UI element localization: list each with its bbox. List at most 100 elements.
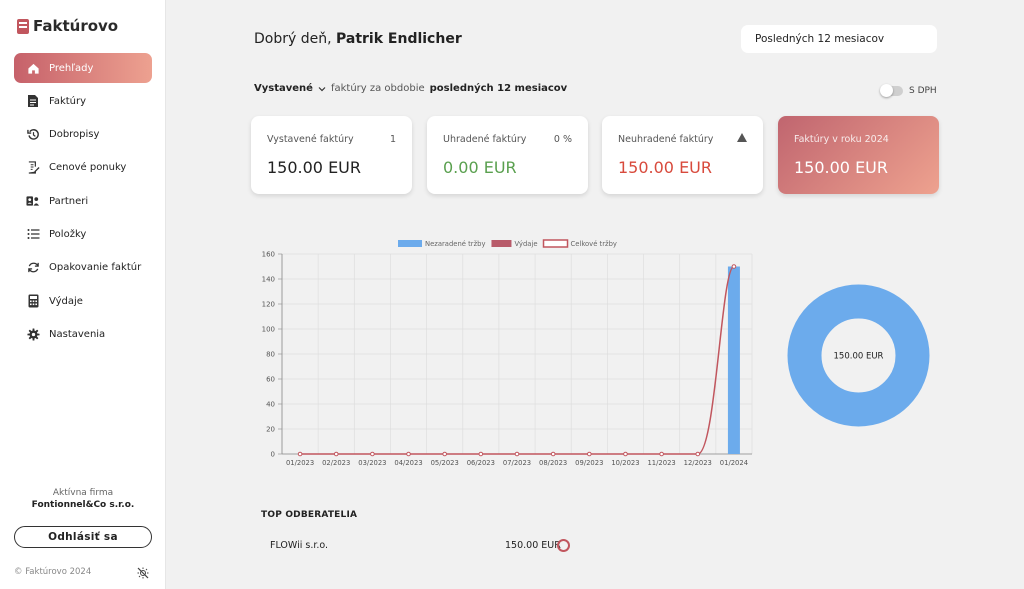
- line-point: [514, 451, 520, 457]
- donut-slice: [787, 284, 930, 427]
- line-point: [478, 451, 484, 457]
- line-point: [695, 451, 701, 457]
- card-issued-invoices[interactable]: Vystavené faktúry 1 150.00 EUR: [251, 116, 412, 194]
- x-tick-label: 10/2023: [611, 459, 639, 467]
- x-tick-label: 05/2023: [431, 459, 459, 467]
- customer-amount: 150.00 EUR: [505, 540, 561, 551]
- card-count: 1: [389, 134, 396, 145]
- sidebar: Faktúrovo Prehľady Faktúry Dobropisy Cen…: [0, 0, 166, 589]
- vat-toggle: S DPH: [880, 84, 937, 97]
- card-value: 150.00 EUR: [267, 158, 362, 177]
- greeting-prefix: Dobrý deň,: [254, 31, 332, 47]
- y-tick-label: 60: [266, 376, 275, 384]
- card-invoices-year[interactable]: Faktúry v roku 2024 150.00 EUR: [778, 116, 939, 194]
- logo-icon: [17, 18, 29, 34]
- card-paid-invoices[interactable]: Uhradené faktúry 0 % 0.00 EUR: [427, 116, 588, 194]
- line-point: [731, 264, 737, 269]
- y-tick-label: 0: [271, 451, 275, 459]
- sidebar-item-vydaje[interactable]: Výdaje: [14, 286, 152, 316]
- legend-label: Nezaradené tržby: [425, 240, 485, 248]
- card-value: 0.00 EUR: [443, 158, 517, 177]
- logout-button[interactable]: Odhlásiť sa: [14, 526, 152, 548]
- legend-swatch: [398, 240, 422, 247]
- y-tick-label: 80: [266, 351, 275, 359]
- y-tick-label: 20: [266, 426, 275, 434]
- invoice-type-value: Vystavené: [254, 83, 313, 94]
- customer-name: FLOWii s.r.o.: [270, 540, 329, 551]
- sidebar-item-label: Partneri: [49, 195, 89, 207]
- sidebar-item-partneri[interactable]: Partneri: [14, 186, 152, 216]
- sidebar-item-nastavenia[interactable]: Nastavenia: [14, 319, 152, 349]
- filter-period: posledných 12 mesiacov: [429, 83, 568, 94]
- sidebar-item-dobropisy[interactable]: Dobropisy: [14, 120, 152, 150]
- sidebar-item-cenove-ponuky[interactable]: Cenové ponuky: [14, 153, 152, 183]
- x-tick-label: 12/2023: [684, 459, 712, 467]
- y-tick-label: 40: [266, 401, 275, 409]
- card-label: Faktúry v roku 2024: [794, 134, 889, 145]
- list-icon: [26, 227, 40, 241]
- x-tick-label: 08/2023: [539, 459, 567, 467]
- line-point: [623, 451, 628, 457]
- line-point: [297, 451, 303, 457]
- line-point: [370, 451, 375, 457]
- vat-switch[interactable]: [880, 84, 903, 97]
- sidebar-item-label: Výdaje: [49, 295, 83, 307]
- app-logo[interactable]: Faktúrovo: [17, 17, 118, 35]
- legend-swatch: [542, 239, 569, 248]
- greeting: Dobrý deň, Patrik Endlicher: [254, 31, 462, 47]
- legend-label: Výdaje: [514, 240, 537, 248]
- revenue-donut-chart: 150.00 EUR: [787, 284, 930, 427]
- y-tick-label: 140: [262, 276, 275, 284]
- active-firm-title: Aktívna firma: [52, 488, 114, 498]
- sidebar-item-label: Prehľady: [49, 62, 94, 74]
- home-icon: [26, 61, 40, 75]
- sidebar-item-opakovanie-faktur[interactable]: Opakovanie faktúr: [14, 253, 152, 283]
- gear-icon: [26, 327, 40, 341]
- x-tick-label: 04/2023: [394, 459, 422, 467]
- copyright: © Faktúrovo 2024: [14, 567, 92, 577]
- card-label: Neuhradené faktúry: [618, 134, 714, 145]
- card-percent: 0 %: [553, 134, 572, 145]
- repeat-icon: [26, 261, 40, 275]
- line-point: [333, 451, 339, 457]
- vat-toggle-label: S DPH: [909, 86, 937, 96]
- legend-swatch: [491, 240, 512, 247]
- x-tick-label: 03/2023: [358, 459, 386, 467]
- x-tick-label: 11/2023: [647, 459, 675, 467]
- partners-icon: [26, 194, 40, 208]
- dark-mode-off-icon[interactable]: [137, 564, 149, 579]
- top-customer-row: FLOWii s.r.o. 150.00 EUR: [270, 539, 575, 553]
- y-tick-label: 160: [262, 251, 275, 259]
- x-tick-label: 01/2023: [286, 459, 314, 467]
- x-tick-label: 09/2023: [575, 459, 603, 467]
- calculator-icon: [26, 294, 40, 308]
- line-series: [300, 265, 735, 455]
- sidebar-item-label: Opakovanie faktúr: [49, 262, 142, 274]
- active-firm: Aktívna firma Fontionnel&Co s.r.o.: [0, 488, 166, 510]
- x-tick-label: 02/2023: [322, 459, 350, 467]
- quote-icon: [26, 161, 40, 175]
- card-unpaid-invoices[interactable]: Neuhradené faktúry 150.00 EUR: [602, 116, 763, 194]
- invoice-icon: [26, 94, 40, 108]
- card-label: Uhradené faktúry: [443, 134, 527, 145]
- invoice-type-dropdown[interactable]: Vystavené: [254, 83, 326, 94]
- y-tick-label: 100: [262, 326, 275, 334]
- warning-icon: [737, 133, 747, 142]
- period-select[interactable]: Posledných 12 mesiacov: [741, 25, 937, 53]
- top-customers-title: TOP ODBERATELIA: [261, 510, 358, 520]
- sidebar-item-prehlady[interactable]: Prehľady: [14, 53, 152, 83]
- sidebar-item-faktury[interactable]: Faktúry: [14, 86, 152, 116]
- line-point: [587, 451, 592, 457]
- history-icon: [26, 128, 40, 142]
- x-tick-label: 01/2024: [720, 459, 748, 467]
- card-label: Vystavené faktúry: [267, 134, 354, 145]
- app-name: Faktúrovo: [33, 17, 119, 35]
- sidebar-item-polozky[interactable]: Položky: [14, 219, 152, 249]
- sidebar-item-label: Cenové ponuky: [49, 162, 127, 174]
- x-tick-label: 06/2023: [467, 459, 495, 467]
- card-value: 150.00 EUR: [794, 158, 889, 177]
- invoice-filter: Vystavené faktúry za obdobie posledných …: [254, 83, 567, 94]
- line-point: [406, 451, 411, 457]
- sidebar-item-label: Faktúry: [49, 95, 87, 107]
- revenue-chart: 0 20 40 60 80 100 120 140 160 01/2023 02/2023 03/20…: [262, 239, 753, 467]
